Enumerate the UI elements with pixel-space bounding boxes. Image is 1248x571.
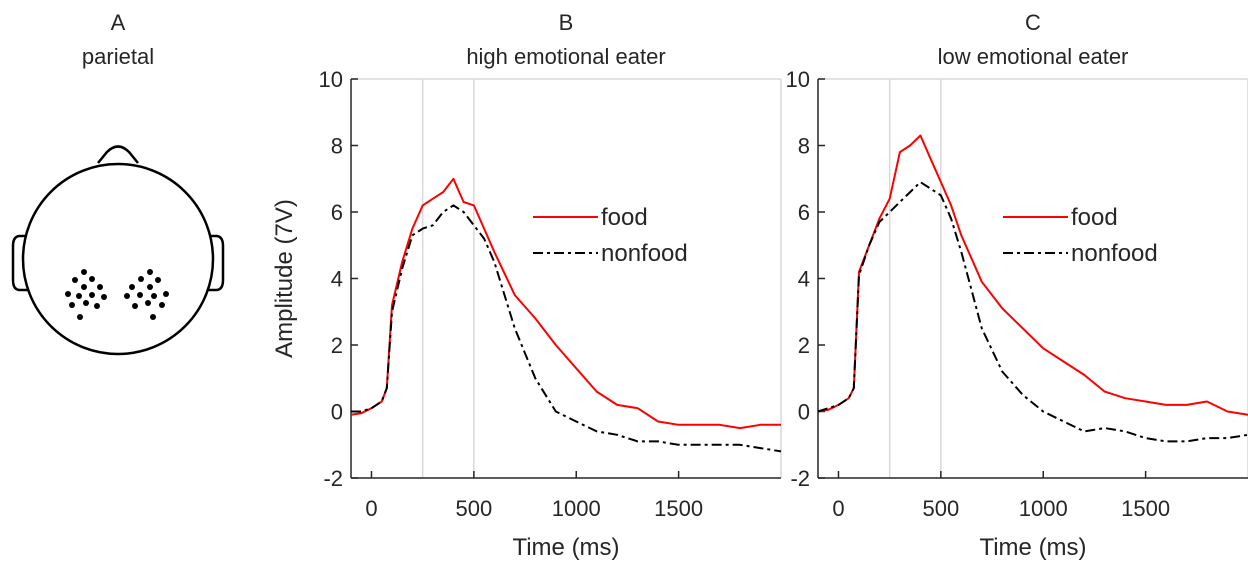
- y-axis-label: Amplitude (7V): [271, 199, 298, 358]
- electrode: [69, 302, 75, 308]
- head-diagram: [11, 145, 225, 356]
- chart-title: high emotional eater: [466, 44, 665, 69]
- head-right-ear: [208, 234, 225, 292]
- y-tick-label: 4: [331, 267, 343, 292]
- x-tick-label: 500: [922, 496, 959, 521]
- electrode: [65, 291, 71, 297]
- legend-label-food: food: [601, 204, 648, 231]
- legend-label-nonfood: nonfood: [1071, 240, 1158, 267]
- y-tick-label: -2: [790, 466, 810, 491]
- electrode-cluster: [65, 269, 169, 320]
- y-tick-label: 0: [798, 400, 810, 425]
- electrode: [147, 284, 153, 290]
- x-tick-label: 0: [832, 496, 844, 521]
- x-tick-label: 1000: [1019, 496, 1068, 521]
- chart-title: low emotional eater: [938, 44, 1129, 69]
- electrode: [163, 291, 169, 297]
- electrode: [83, 300, 89, 306]
- panel-letter: B: [559, 10, 574, 35]
- electrode: [138, 276, 144, 282]
- y-tick-label: 4: [798, 267, 810, 292]
- electrode: [77, 314, 83, 320]
- y-tick-label: -2: [323, 466, 343, 491]
- x-axis-label: Time (ms): [512, 534, 619, 561]
- x-tick-label: 1000: [552, 496, 601, 521]
- electrode: [145, 300, 151, 306]
- x-axis-label: Time (ms): [979, 534, 1086, 561]
- electrode: [89, 292, 95, 298]
- y-tick-label: 8: [798, 134, 810, 159]
- electrode: [76, 293, 82, 299]
- x-tick-label: 500: [455, 496, 492, 521]
- panel-letter: C: [1025, 10, 1041, 35]
- series-line-nonfood: [817, 181, 1248, 443]
- electrode: [137, 292, 143, 298]
- legend-label-food: food: [1071, 204, 1118, 231]
- series-line-food: [817, 134, 1248, 416]
- panel-a-title: parietal: [82, 44, 154, 69]
- y-tick-label: 8: [331, 134, 343, 159]
- head-outline: [21, 162, 215, 356]
- x-tick-label: 1500: [1121, 496, 1170, 521]
- head-left-ear: [11, 234, 28, 292]
- electrode: [147, 269, 153, 275]
- electrode: [97, 284, 103, 290]
- electrode: [101, 294, 107, 300]
- y-tick-label: 6: [331, 200, 343, 225]
- y-tick-label: 10: [319, 67, 343, 92]
- electrode: [155, 277, 161, 283]
- y-tick-label: 0: [331, 400, 343, 425]
- electrode: [72, 277, 78, 283]
- electrode: [132, 303, 138, 309]
- panel-a-letter: A: [111, 10, 126, 35]
- y-tick-label: 6: [798, 200, 810, 225]
- head-nose: [97, 145, 139, 164]
- x-tick-label: 1500: [654, 496, 703, 521]
- series-line-nonfood: [351, 204, 782, 453]
- x-tick-label: 0: [365, 496, 377, 521]
- electrode: [159, 302, 165, 308]
- y-tick-label: 2: [331, 333, 343, 358]
- electrode: [94, 303, 100, 309]
- y-tick-label: 2: [798, 333, 810, 358]
- electrode: [81, 284, 87, 290]
- legend-label-nonfood: nonfood: [601, 240, 688, 267]
- y-tick-label: 10: [786, 67, 810, 92]
- electrode: [150, 314, 156, 320]
- panel-a: A parietal: [11, 10, 225, 356]
- electrode: [129, 284, 135, 290]
- electrode: [151, 293, 157, 299]
- electrode: [89, 276, 95, 282]
- electrode: [81, 269, 87, 275]
- series-line-food: [350, 177, 781, 430]
- electrode: [124, 293, 130, 299]
